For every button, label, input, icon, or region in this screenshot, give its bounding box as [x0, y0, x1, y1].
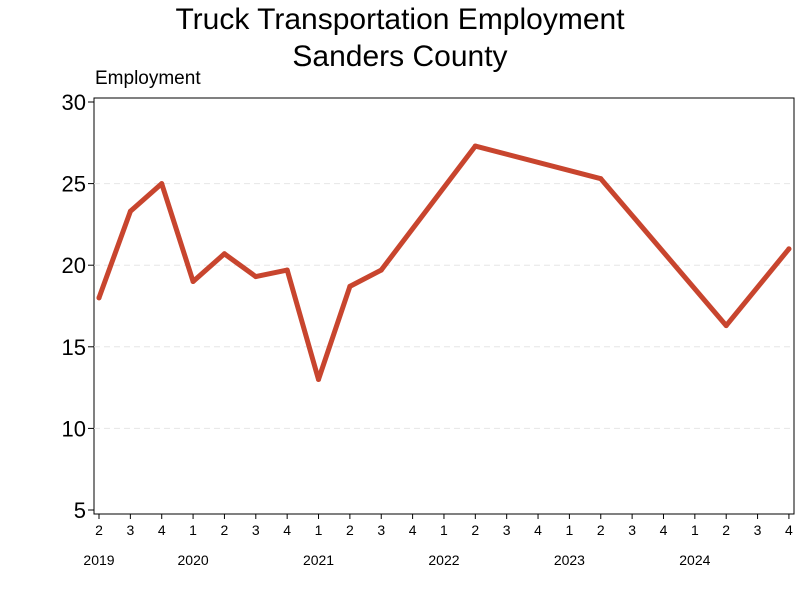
data-point: [598, 176, 604, 182]
data-point: [378, 267, 384, 273]
y-tick-label: 20: [62, 253, 86, 278]
data-point: [96, 295, 102, 301]
x-tick-label: 3: [754, 522, 762, 538]
x-tick-label: 2: [346, 522, 354, 538]
data-point: [127, 208, 133, 214]
x-year-label: 2024: [679, 552, 710, 568]
y-tick-label: 30: [62, 90, 86, 115]
data-point: [472, 143, 478, 149]
x-tick-label: 4: [283, 522, 291, 538]
x-tick-label: 1: [189, 522, 197, 538]
series-layer: [96, 143, 792, 382]
y-axis-label: Employment: [95, 68, 201, 89]
x-tick-label: 3: [126, 522, 134, 538]
x-tick-label: 2: [95, 522, 103, 538]
data-point: [723, 323, 729, 329]
x-tick-label: 4: [660, 522, 668, 538]
data-point: [190, 279, 196, 285]
x-tick-label: 4: [534, 522, 542, 538]
y-tick-label: 10: [62, 416, 86, 441]
series-line: [96, 143, 792, 382]
x-year-label: 2022: [428, 552, 459, 568]
data-point: [284, 267, 290, 273]
x-tick-label: 4: [409, 522, 417, 538]
data-point: [221, 251, 227, 257]
data-point: [347, 283, 353, 289]
data-point: [316, 376, 322, 382]
data-point: [786, 246, 792, 252]
y-tick-label: 15: [62, 335, 86, 360]
x-tick-label: 1: [315, 522, 323, 538]
x-year-label: 2019: [83, 552, 114, 568]
x-axis: 2 3 4 1 2 3 4 1 2 3 4 1 2 3 4 1 2 3 4 1 2 3 4 2019 2020 2021 2022 2…: [83, 514, 793, 568]
x-tick-label: 2: [221, 522, 229, 538]
x-tick-label: 3: [503, 522, 511, 538]
data-point: [159, 181, 165, 187]
data-point: [253, 274, 259, 280]
y-tick-label: 5: [74, 498, 86, 523]
x-year-label: 2020: [178, 552, 209, 568]
y-axis: 5 10 15 20 25 30: [62, 90, 94, 523]
x-tick-label: 2: [722, 522, 730, 538]
plot-frame: [93, 97, 795, 515]
x-tick-label: 2: [597, 522, 605, 538]
x-tick-label: 3: [252, 522, 260, 538]
chart-subtitle: Sanders County: [292, 40, 508, 73]
x-year-label: 2021: [303, 552, 334, 568]
x-tick-label: 1: [566, 522, 574, 538]
x-tick-label: 4: [785, 522, 793, 538]
x-tick-label: 3: [628, 522, 636, 538]
y-tick-label: 25: [62, 172, 86, 197]
chart-title: Truck Transportation Employment: [175, 3, 625, 36]
x-tick-label: 3: [377, 522, 385, 538]
x-tick-label: 1: [691, 522, 699, 538]
x-tick-label: 1: [440, 522, 448, 538]
grid-lines: [94, 183, 794, 429]
x-year-label: 2023: [554, 552, 585, 568]
x-tick-label: 4: [158, 522, 166, 538]
x-tick-label: 2: [471, 522, 479, 538]
